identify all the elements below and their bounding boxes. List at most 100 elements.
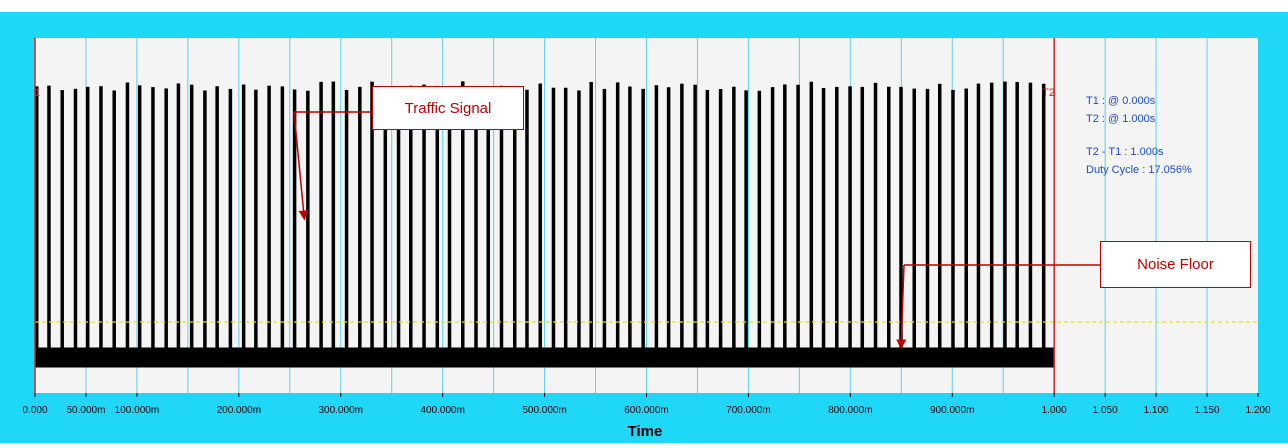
callout-arrow-traffic-signal-head (293, 111, 309, 221)
x-axis-label: Time (627, 423, 663, 440)
x-tick-label: 1.150 (1195, 405, 1220, 416)
signal-burst (951, 89, 955, 365)
signal-burst (577, 90, 581, 365)
x-tick-label: 300.000m (319, 405, 363, 416)
signal-burst (602, 88, 607, 364)
signal-burst (164, 88, 168, 363)
readout-t1: T1 : @ 0.000s (1086, 95, 1156, 107)
signal-burst (718, 89, 723, 364)
signal-burst (203, 90, 207, 365)
x-tick-label: 0.000 (22, 405, 47, 416)
x-tick-label: 600.000m (624, 405, 668, 416)
signal-burst (732, 86, 736, 361)
x-axis-ticks: 0.000 50.000m 100.000m 200.000m 300.000m 400.… (22, 393, 1271, 416)
callout-noise-floor: Noise Floor (1100, 241, 1251, 288)
signal-trace (35, 81, 1055, 368)
signal-burst (680, 83, 684, 358)
x-tick-label: 800.000m (828, 405, 872, 416)
signal-burst (1015, 81, 1019, 357)
signal-burst (744, 90, 748, 365)
signal-burst (525, 89, 529, 364)
signal-burst (512, 87, 517, 363)
signal-burst (409, 85, 413, 360)
signal-burst (937, 83, 942, 359)
signal-burst (137, 85, 142, 360)
signal-burst (370, 81, 374, 356)
signal-burst (292, 89, 297, 364)
signal-burst (964, 88, 968, 363)
signal-burst (99, 86, 103, 361)
signal-burst (835, 86, 839, 362)
signal-burst (112, 90, 116, 365)
cursor-label-t2: T2 (1042, 87, 1055, 99)
callout-traffic-signal: Traffic Signal (372, 86, 524, 130)
signal-burst (47, 85, 51, 360)
x-tick-label: 100.000m (115, 405, 159, 416)
readout-delta: T2 - T1 : 1.000s (1086, 146, 1164, 158)
signal-burst (254, 89, 258, 364)
signal-burst (770, 87, 775, 362)
signal-burst (899, 86, 903, 362)
signal-burst (474, 86, 478, 362)
signal-burst (589, 81, 593, 357)
signal-burst (925, 88, 930, 364)
signal-burst (176, 83, 181, 358)
signal-burst (860, 86, 865, 362)
signal-burst (306, 90, 310, 365)
readout-t2: T2 : @ 1.000s (1086, 113, 1156, 125)
top-strip (0, 0, 1288, 12)
signal-burst (1041, 83, 1046, 359)
signal-burst (563, 87, 568, 362)
x-tick-label: 200.000m (217, 405, 261, 416)
signal-burst (693, 84, 697, 359)
signal-burst (848, 86, 852, 361)
x-tick-label: 50.000m (66, 405, 105, 416)
signal-burst (396, 87, 401, 362)
signal-burst (73, 88, 78, 364)
signal-burst (435, 88, 440, 363)
cursor-lines: 1 T2 (34, 38, 1055, 393)
signal-burst (989, 82, 994, 357)
signal-burst (151, 87, 155, 362)
signal-burst (1028, 82, 1033, 357)
signal-burst (887, 86, 891, 361)
signal-burst (331, 81, 336, 356)
signal-burst (912, 88, 917, 363)
signal-burst (319, 81, 323, 357)
x-tick-label: 1.000 (1042, 405, 1067, 416)
signal-burst (461, 81, 465, 356)
signal-burst (666, 87, 671, 362)
signal-burst (60, 90, 64, 365)
x-tick-label: 1.050 (1093, 405, 1118, 416)
signal-burst (358, 86, 362, 362)
signal-burst (189, 84, 194, 359)
signal-burst (125, 82, 130, 357)
signal-burst (344, 90, 349, 365)
measurement-readout: T1 : @ 0.000s T2 : @ 1.000s T2 - T1 : 1.… (1086, 95, 1192, 176)
signal-burst (538, 83, 542, 358)
signal-burst (654, 85, 659, 360)
signal-burst (447, 89, 452, 364)
signal-burst (215, 86, 219, 361)
signal-burst (35, 86, 39, 361)
signal-burst (628, 86, 632, 361)
signal-burst (486, 88, 490, 364)
signal-burst (757, 90, 762, 366)
signal-burst (383, 89, 388, 364)
callout-arrows (293, 111, 1100, 350)
signal-burst (551, 87, 556, 362)
signal-burst (1003, 81, 1007, 356)
signal-burst (499, 85, 504, 361)
x-tick-label: 700.000m (726, 405, 770, 416)
signal-burst (821, 88, 826, 363)
signal-burst (796, 84, 800, 360)
signal-burst (783, 84, 787, 359)
cursor-label-t1: 1 (34, 87, 40, 99)
x-tick-label: 1.200 (1245, 405, 1270, 416)
signal-burst (267, 85, 271, 360)
x-tick-label: 900.000m (930, 405, 974, 416)
x-tick-label: 1.100 (1144, 405, 1169, 416)
signal-burst (241, 84, 246, 359)
